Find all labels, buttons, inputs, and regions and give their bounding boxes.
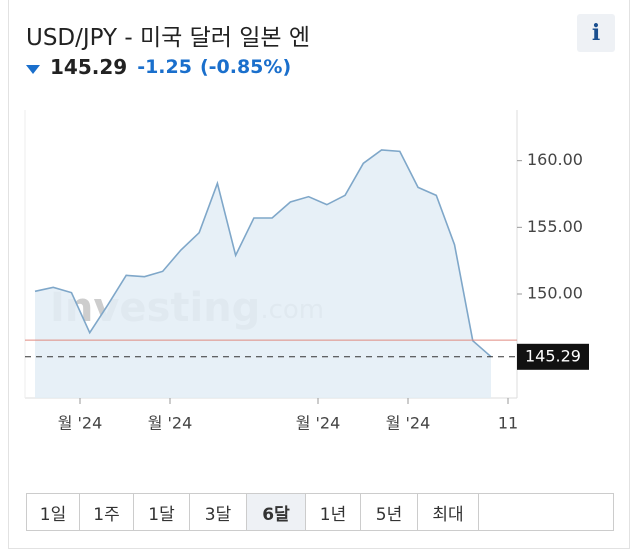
period-button[interactable]: 1달 bbox=[134, 494, 190, 530]
period-button[interactable]: 1일 bbox=[27, 494, 80, 530]
period-button[interactable]: 1년 bbox=[306, 494, 361, 530]
area-fill bbox=[35, 150, 491, 398]
title: USD/JPY - 미국 달러 일본 엔 bbox=[26, 25, 311, 51]
x-tick-label: 월 '24 bbox=[296, 414, 341, 433]
period-button[interactable]: 최대 bbox=[418, 494, 479, 530]
last-value-box bbox=[517, 343, 589, 370]
price-line bbox=[34, 149, 492, 358]
y-tick-label: 160.00 bbox=[527, 150, 583, 169]
x-tick-label: 월 '24 bbox=[386, 414, 431, 433]
x-tick-label: 11 bbox=[498, 414, 518, 433]
last-value-label: 145.29 bbox=[525, 346, 581, 365]
period-bar: 1일 1주 1달 3달 6달 1년 5년 최대 bbox=[26, 493, 614, 531]
change-pct: (-0.85%) bbox=[199, 56, 292, 78]
y-tick-label: 150.00 bbox=[527, 284, 583, 303]
change: -1.25 bbox=[137, 56, 192, 78]
period-button[interactable]: 5년 bbox=[361, 494, 418, 530]
x-tick-label: 월 '24 bbox=[58, 414, 103, 433]
price: 145.29 bbox=[50, 55, 128, 79]
down-arrow bbox=[26, 64, 40, 74]
widget-frame bbox=[8, 0, 630, 549]
x-tick-label: 월 '24 bbox=[148, 414, 193, 433]
y-tick-label: 155.00 bbox=[527, 217, 583, 236]
period-button[interactable]: 3달 bbox=[190, 494, 247, 530]
price-row: 145.29 -1.25 (-0.85%) bbox=[26, 55, 291, 79]
period-button[interactable]: 6달 bbox=[247, 494, 306, 530]
period-button[interactable]: 1주 bbox=[80, 494, 134, 530]
info-button[interactable]: i bbox=[577, 14, 615, 52]
